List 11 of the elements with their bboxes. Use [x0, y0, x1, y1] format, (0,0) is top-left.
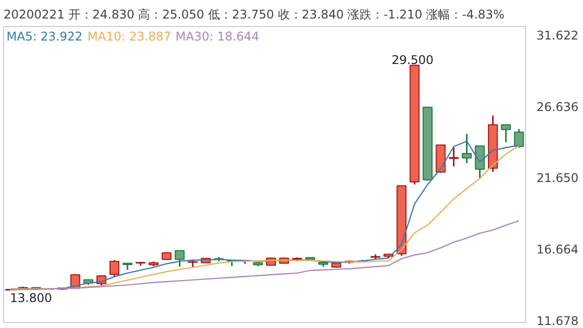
- y-tick-label: 21.650: [536, 171, 578, 186]
- y-tick-label: 11.678: [536, 314, 578, 328]
- text: MA30: 18.644: [176, 30, 260, 44]
- chart-title: 20200221 开：24.830 高：25.050 低：23.750 收：23.840 涨跌：-1.210 涨幅：-4.83%: [4, 8, 505, 22]
- y-tick-label: 31.622: [536, 28, 578, 42]
- annotation: 13.800: [10, 291, 52, 306]
- y-tick-label: 26.636: [536, 100, 578, 114]
- text: MA10: 23.887: [88, 30, 172, 44]
- text: MA5: 23.922: [6, 30, 83, 44]
- y-tick-label: 16.664: [536, 242, 578, 257]
- annotation: 29.500: [392, 53, 434, 68]
